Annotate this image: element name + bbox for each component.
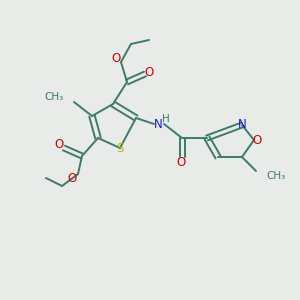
Text: N: N (154, 118, 162, 130)
Text: O: O (252, 134, 262, 146)
Text: CH₃: CH₃ (45, 92, 64, 102)
Text: S: S (116, 142, 124, 154)
Text: H: H (162, 114, 170, 124)
Text: O: O (68, 172, 76, 184)
Text: N: N (238, 118, 246, 131)
Text: O: O (176, 155, 186, 169)
Text: O: O (111, 52, 121, 64)
Text: CH₃: CH₃ (266, 171, 285, 181)
Text: O: O (54, 137, 64, 151)
Text: O: O (144, 65, 154, 79)
